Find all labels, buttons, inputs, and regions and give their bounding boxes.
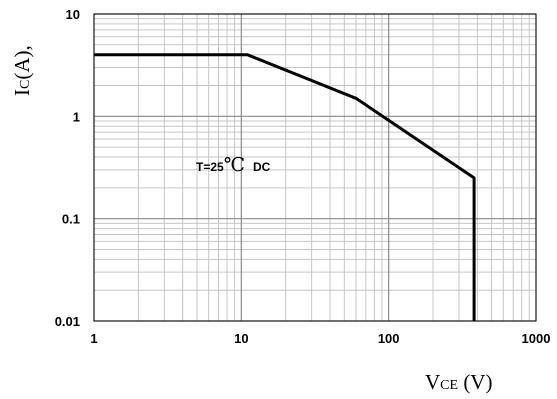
annotation-dc: DC	[253, 160, 271, 174]
chart-annotation: T=25℃ DC	[196, 155, 271, 176]
x-axis-title-sub: CE	[440, 378, 458, 393]
annotation-celsius-symbol: ℃	[224, 155, 245, 176]
y-axis-title-unit: (A),	[10, 45, 34, 79]
y-tick-labels: 0.01 0.1 1 10	[55, 7, 80, 329]
plot-frame	[93, 13, 537, 322]
y-axis-title-main: I	[10, 89, 34, 96]
x-tick-label: 10	[234, 331, 248, 346]
y-tick-label: 1	[73, 109, 80, 124]
x-axis-title-main: V	[425, 370, 440, 394]
major-gridlines	[93, 13, 537, 322]
y-tick-label: 10	[66, 7, 80, 22]
x-tick-label: 1	[90, 331, 97, 346]
minor-gridlines	[94, 14, 536, 321]
x-axis-title: VCE (V)	[425, 370, 492, 394]
annotation-temperature: T=25	[196, 160, 224, 174]
y-tick-label: 0.01	[55, 314, 80, 329]
x-tick-labels: 1 10 100 1000	[90, 331, 550, 346]
x-axis-title-unit: (V)	[458, 370, 492, 394]
y-axis-title-sub: C	[18, 80, 33, 89]
series-layer	[94, 53, 476, 321]
x-tick-label: 100	[378, 331, 400, 346]
y-tick-label: 0.1	[62, 212, 80, 227]
y-axis-title: IC(A),	[10, 45, 34, 96]
soa-boundary-line	[94, 53, 476, 321]
x-tick-label: 1000	[522, 331, 551, 346]
